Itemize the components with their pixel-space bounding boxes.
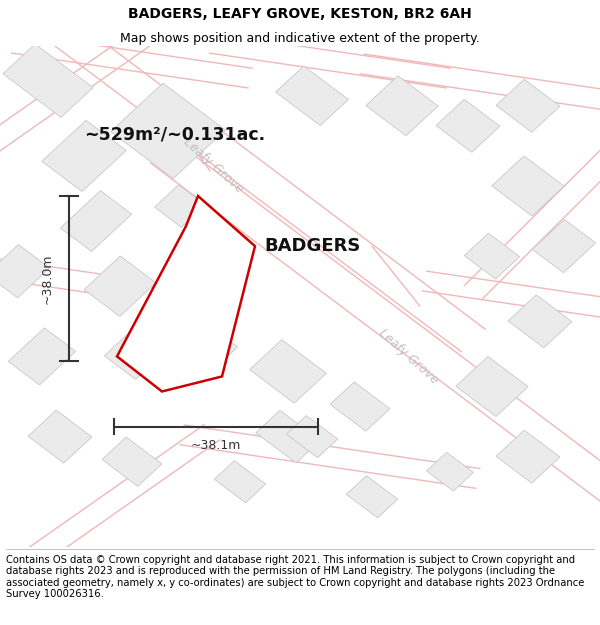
Polygon shape [3, 44, 93, 118]
Polygon shape [366, 76, 438, 136]
Polygon shape [496, 430, 560, 483]
Polygon shape [42, 121, 126, 191]
Polygon shape [155, 185, 205, 228]
Polygon shape [330, 382, 390, 431]
Text: ~38.1m: ~38.1m [191, 439, 241, 452]
Text: Leafy Grove: Leafy Grove [181, 136, 245, 196]
Text: BADGERS: BADGERS [264, 237, 361, 255]
Polygon shape [214, 461, 266, 503]
Polygon shape [84, 256, 156, 316]
Polygon shape [532, 219, 596, 272]
Polygon shape [508, 295, 572, 348]
Polygon shape [182, 324, 238, 369]
Polygon shape [250, 340, 326, 403]
Polygon shape [427, 452, 473, 491]
Polygon shape [110, 83, 226, 179]
Text: Leafy Grove: Leafy Grove [376, 326, 440, 386]
Text: BADGERS, LEAFY GROVE, KESTON, BR2 6AH: BADGERS, LEAFY GROVE, KESTON, BR2 6AH [128, 7, 472, 21]
Polygon shape [28, 410, 92, 463]
Polygon shape [8, 328, 76, 385]
Polygon shape [456, 356, 528, 416]
Polygon shape [496, 79, 560, 132]
Text: ~38.0m: ~38.0m [41, 254, 54, 304]
Text: ~529m²/~0.131ac.: ~529m²/~0.131ac. [84, 126, 265, 144]
Polygon shape [102, 437, 162, 486]
Polygon shape [436, 99, 500, 152]
Polygon shape [0, 244, 50, 298]
Polygon shape [104, 334, 160, 379]
Polygon shape [286, 416, 338, 457]
Polygon shape [275, 66, 349, 126]
Polygon shape [256, 411, 320, 463]
Polygon shape [492, 156, 564, 216]
Polygon shape [117, 196, 255, 391]
Polygon shape [346, 476, 398, 518]
Text: Map shows position and indicative extent of the property.: Map shows position and indicative extent… [120, 32, 480, 45]
Text: Contains OS data © Crown copyright and database right 2021. This information is : Contains OS data © Crown copyright and d… [6, 555, 584, 599]
Polygon shape [61, 191, 131, 251]
Polygon shape [464, 233, 520, 279]
